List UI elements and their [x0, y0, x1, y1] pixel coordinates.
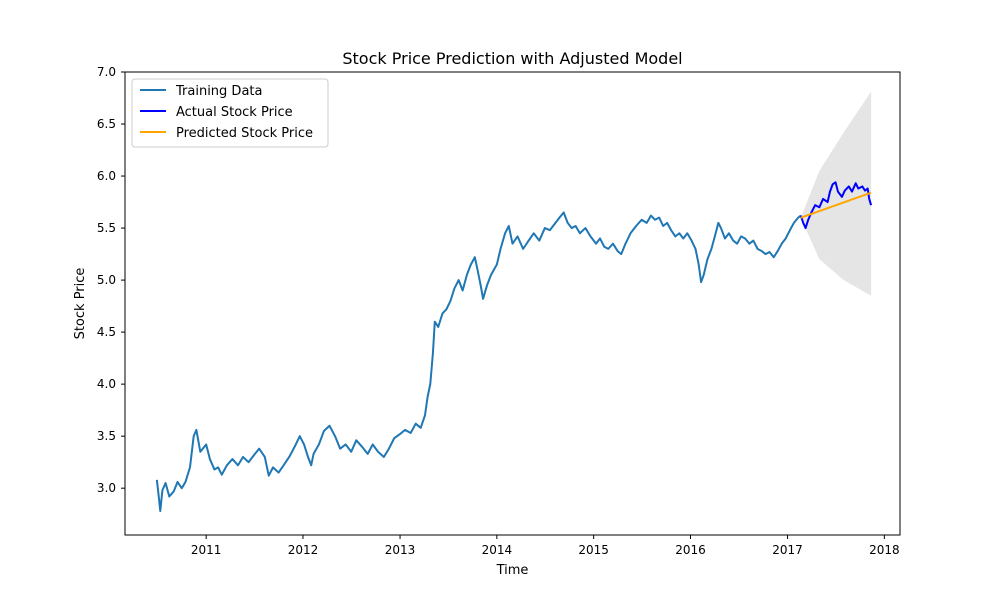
- legend-box: [131, 78, 329, 148]
- y-tick-label: 5.5: [97, 221, 116, 235]
- x-tick-label: 2016: [675, 543, 706, 557]
- plot-frame: [124, 71, 901, 536]
- x-tick-label: 2017: [772, 543, 803, 557]
- y-tick-label: 4.0: [97, 377, 116, 391]
- y-tick-label: 3.5: [97, 429, 116, 443]
- x-tick-label: 2015: [578, 543, 609, 557]
- x-axis: 2011 2012 2013 2014 2015 2016 2017 2018: [191, 535, 900, 557]
- legend: Training Data Actual Stock Price Predict…: [131, 78, 329, 148]
- y-tick-label: 6.0: [97, 169, 116, 183]
- y-tick-label: 6.5: [97, 117, 116, 131]
- plot-background: [125, 72, 900, 535]
- y-tick-label: 5.0: [97, 273, 116, 287]
- y-tick-label: 3.0: [97, 481, 116, 495]
- series-line-predicted-stock-price: [800, 191, 872, 219]
- x-axis-label: Time: [496, 563, 529, 578]
- y-tick-label: 7.0: [97, 65, 116, 79]
- plot-area: [124, 71, 901, 536]
- y-axis: 3.0 3.5 4.0 4.5 5.0 5.5 6.0 6.5 7.0: [97, 65, 125, 495]
- legend-label-predicted-stock-price: Predicted Stock Price: [176, 126, 313, 141]
- confidence-band-layer: [800, 91, 872, 296]
- legend-label-training-data: Training Data: [175, 84, 262, 99]
- legend-label-actual-stock-price: Actual Stock Price: [176, 105, 293, 120]
- series-line-training-data: [155, 211, 802, 513]
- chart-title: Stock Price Prediction with Adjusted Mod…: [342, 49, 682, 68]
- confidence-band: [800, 91, 872, 296]
- x-tick-label: 2013: [385, 543, 416, 557]
- x-tick-label: 2018: [869, 543, 900, 557]
- y-axis-label: Stock Price: [73, 268, 88, 340]
- x-tick-label: 2011: [191, 543, 222, 557]
- x-tick-label: 2012: [288, 543, 319, 557]
- y-tick-label: 4.5: [97, 325, 116, 339]
- series-layer: [155, 181, 873, 513]
- x-tick-label: 2014: [482, 543, 513, 557]
